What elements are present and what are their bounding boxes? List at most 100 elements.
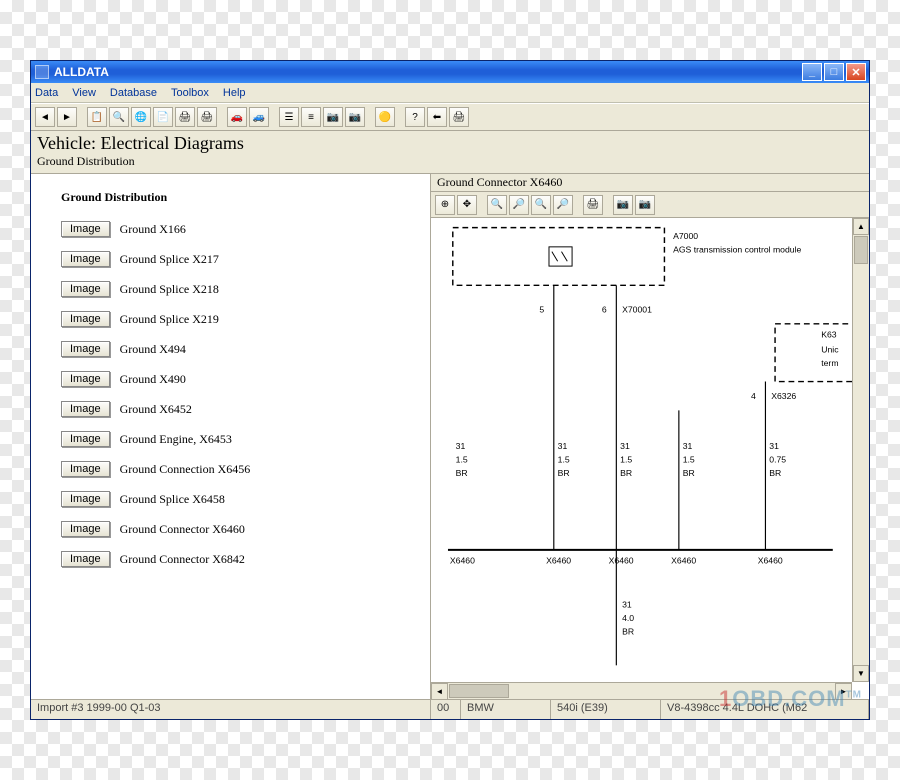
list-item: ImageGround X6452 bbox=[61, 401, 420, 417]
status-cell: V8-4398cc 4.4L DOHC (M62 bbox=[661, 700, 869, 719]
item-label: Ground X494 bbox=[120, 342, 186, 357]
list-item: ImageGround Connector X6842 bbox=[61, 551, 420, 567]
image-button[interactable]: Image bbox=[61, 341, 110, 357]
scroll-right-button[interactable]: ► bbox=[835, 683, 852, 699]
diagram-tool-10[interactable]: 📷 bbox=[613, 195, 633, 215]
scroll-thumb-h[interactable] bbox=[449, 684, 509, 698]
list-item: ImageGround Splice X219 bbox=[61, 311, 420, 327]
svg-text:1.5: 1.5 bbox=[683, 454, 695, 464]
svg-text:31: 31 bbox=[620, 441, 630, 451]
toolbar-button-5[interactable]: 🌐 bbox=[131, 107, 151, 127]
svg-text:BR: BR bbox=[620, 468, 632, 478]
left-pane: Ground Distribution ImageGround X166Imag… bbox=[31, 174, 431, 699]
svg-text:6: 6 bbox=[602, 304, 607, 314]
toolbar-button-0[interactable]: ◄ bbox=[35, 107, 55, 127]
status-cell: Import #3 1999-00 Q1-03 bbox=[31, 700, 431, 719]
svg-text:X6460: X6460 bbox=[758, 555, 783, 565]
toolbar-button-7[interactable]: 🖨 bbox=[175, 107, 195, 127]
svg-text:X6460: X6460 bbox=[546, 555, 571, 565]
app-icon bbox=[35, 65, 49, 79]
scroll-up-button[interactable]: ▲ bbox=[853, 218, 869, 235]
toolbar-button-21[interactable]: ⬅ bbox=[427, 107, 447, 127]
diagram-tool-8[interactable]: 🖨 bbox=[583, 195, 603, 215]
vertical-scrollbar[interactable]: ▲ ▼ bbox=[852, 218, 869, 682]
wiring-diagram: A7000 AGS transmission control module K63 U… bbox=[431, 218, 869, 699]
toolbar-button-4[interactable]: 🔍 bbox=[109, 107, 129, 127]
svg-text:4.0: 4.0 bbox=[622, 613, 634, 623]
list-item: ImageGround Splice X6458 bbox=[61, 491, 420, 507]
toolbar-button-15[interactable]: 📷 bbox=[323, 107, 343, 127]
svg-text:X6460: X6460 bbox=[671, 555, 696, 565]
diagram-title: Ground Connector X6460 bbox=[431, 174, 869, 192]
svg-text:4: 4 bbox=[751, 391, 756, 401]
image-button[interactable]: Image bbox=[61, 401, 110, 417]
toolbar-button-22[interactable]: 🖨 bbox=[449, 107, 469, 127]
diagram-tool-5[interactable]: 🔍 bbox=[531, 195, 551, 215]
menu-view[interactable]: View bbox=[72, 87, 96, 99]
menu-help[interactable]: Help bbox=[223, 87, 246, 99]
svg-text:1.5: 1.5 bbox=[456, 454, 468, 464]
scroll-left-button[interactable]: ◄ bbox=[431, 683, 448, 699]
image-button[interactable]: Image bbox=[61, 491, 110, 507]
image-button[interactable]: Image bbox=[61, 551, 110, 567]
image-button[interactable]: Image bbox=[61, 251, 110, 267]
item-label: Ground Engine, X6453 bbox=[120, 432, 232, 447]
content-area: Ground Distribution ImageGround X166Imag… bbox=[31, 174, 869, 699]
image-button[interactable]: Image bbox=[61, 221, 110, 237]
scroll-thumb-v[interactable] bbox=[854, 236, 868, 264]
diagram-tool-1[interactable]: ✥ bbox=[457, 195, 477, 215]
list-item: ImageGround Splice X218 bbox=[61, 281, 420, 297]
svg-text:31: 31 bbox=[683, 441, 693, 451]
svg-text:BR: BR bbox=[456, 468, 468, 478]
diagram-tool-11[interactable]: 📷 bbox=[635, 195, 655, 215]
svg-text:K63: K63 bbox=[821, 329, 837, 339]
status-cell: 00 bbox=[431, 700, 461, 719]
sidebar-title: Ground Distribution bbox=[61, 190, 420, 205]
menu-database[interactable]: Database bbox=[110, 87, 157, 99]
toolbar-button-3[interactable]: 📋 bbox=[87, 107, 107, 127]
toolbar-button-8[interactable]: 🖨 bbox=[197, 107, 217, 127]
titlebar[interactable]: ALLDATA _ □ ✕ bbox=[31, 61, 869, 83]
image-button[interactable]: Image bbox=[61, 371, 110, 387]
svg-text:0.75: 0.75 bbox=[769, 454, 786, 464]
app-window: ALLDATA _ □ ✕ Data View Database Toolbox Hel… bbox=[30, 60, 870, 720]
diagram-tool-3[interactable]: 🔍 bbox=[487, 195, 507, 215]
toolbar-button-16[interactable]: 📷 bbox=[345, 107, 365, 127]
svg-text:A7000: A7000 bbox=[673, 231, 698, 241]
svg-text:31: 31 bbox=[622, 600, 632, 610]
list-item: Image Ground Splice X217 bbox=[61, 251, 420, 267]
statusbar: Import #3 1999-00 Q1-0300BMW540i (E39)V8… bbox=[31, 699, 869, 719]
toolbar-button-6[interactable]: 📄 bbox=[153, 107, 173, 127]
diagram-tool-0[interactable]: ⊕ bbox=[435, 195, 455, 215]
menu-toolbox[interactable]: Toolbox bbox=[171, 87, 209, 99]
item-label: Ground Splice X217 bbox=[120, 252, 219, 267]
toolbar-button-20[interactable]: ? bbox=[405, 107, 425, 127]
horizontal-scrollbar[interactable]: ◄ ► bbox=[431, 682, 852, 699]
image-button[interactable]: Image bbox=[61, 461, 110, 477]
menu-data[interactable]: Data bbox=[35, 87, 58, 99]
svg-text:AGS transmission control modul: AGS transmission control module bbox=[673, 245, 801, 255]
diagram-tool-6[interactable]: 🔎 bbox=[553, 195, 573, 215]
toolbar-button-1[interactable]: ► bbox=[57, 107, 77, 127]
status-cell: BMW bbox=[461, 700, 551, 719]
scroll-down-button[interactable]: ▼ bbox=[853, 665, 869, 682]
svg-text:31: 31 bbox=[558, 441, 568, 451]
toolbar-button-10[interactable]: 🚗 bbox=[227, 107, 247, 127]
toolbar-button-11[interactable]: 🚙 bbox=[249, 107, 269, 127]
maximize-button[interactable]: □ bbox=[824, 63, 844, 81]
toolbar-button-13[interactable]: ☰ bbox=[279, 107, 299, 127]
image-button[interactable]: Image bbox=[61, 521, 110, 537]
image-button[interactable]: Image bbox=[61, 311, 110, 327]
image-button[interactable]: Image bbox=[61, 281, 110, 297]
svg-text:X6460: X6460 bbox=[450, 555, 475, 565]
svg-text:X70001: X70001 bbox=[622, 304, 652, 314]
svg-text:term: term bbox=[821, 358, 838, 368]
image-button[interactable]: Image bbox=[61, 431, 110, 447]
svg-text:BR: BR bbox=[622, 627, 634, 637]
toolbar-button-14[interactable]: ≡ bbox=[301, 107, 321, 127]
close-button[interactable]: ✕ bbox=[846, 63, 866, 81]
minimize-button[interactable]: _ bbox=[802, 63, 822, 81]
toolbar-button-18[interactable]: 🟡 bbox=[375, 107, 395, 127]
diagram-tool-4[interactable]: 🔎 bbox=[509, 195, 529, 215]
svg-text:Unic: Unic bbox=[821, 345, 839, 355]
